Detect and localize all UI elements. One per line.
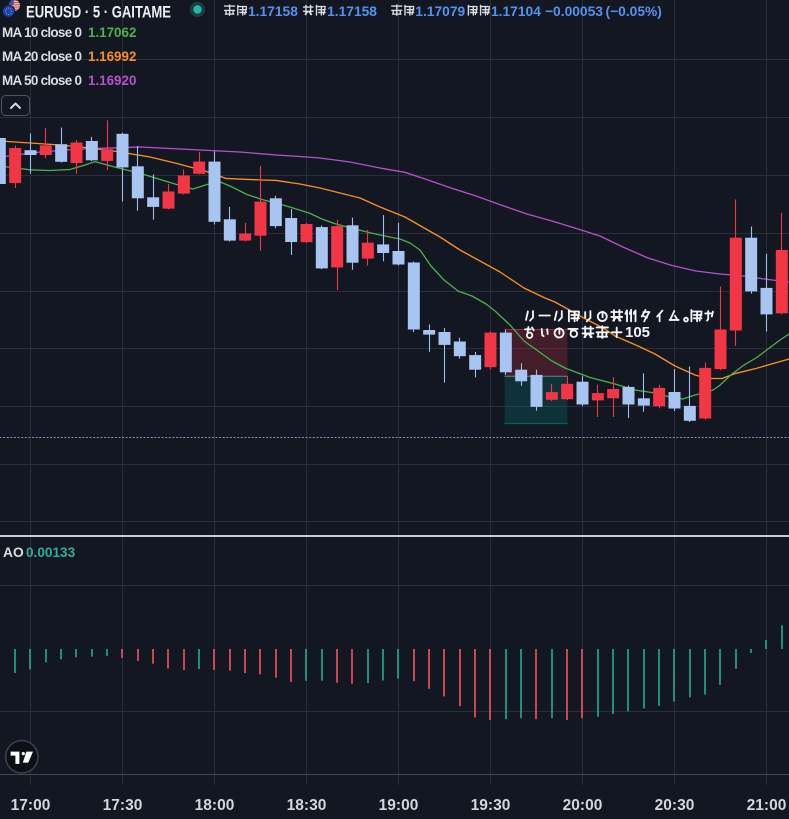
- svg-text:20:00: 20:00: [563, 797, 603, 814]
- svg-text:MA 20 close 0: MA 20 close 0: [2, 49, 82, 64]
- svg-text:0.00133: 0.00133: [26, 545, 76, 560]
- svg-text:18:00: 18:00: [195, 797, 235, 814]
- svg-text:EURUSD · 5 · GAITAME: EURUSD · 5 · GAITAME: [26, 4, 171, 22]
- svg-text:1.17158: 1.17158: [327, 4, 377, 19]
- svg-text:MA 10 close 0: MA 10 close 0: [2, 25, 82, 40]
- svg-text:18:30: 18:30: [287, 797, 327, 814]
- svg-text:17:00: 17:00: [11, 797, 51, 814]
- svg-text:21:00: 21:00: [747, 797, 787, 814]
- svg-text:1.17158: 1.17158: [248, 4, 298, 19]
- svg-text:20:30: 20:30: [655, 797, 695, 814]
- svg-text:1.16920: 1.16920: [88, 73, 136, 88]
- svg-text:1.16992: 1.16992: [88, 49, 136, 64]
- svg-text:(−0.05%): (−0.05%): [606, 4, 662, 19]
- svg-text:AO: AO: [3, 545, 24, 560]
- svg-text:17:30: 17:30: [103, 797, 143, 814]
- svg-text:105: 105: [625, 324, 650, 341]
- svg-text:1.17104: 1.17104: [491, 4, 541, 19]
- svg-text:MA 50 close 0: MA 50 close 0: [2, 73, 82, 88]
- svg-text:19:30: 19:30: [471, 797, 511, 814]
- svg-text:19:00: 19:00: [379, 797, 419, 814]
- svg-text:1.17062: 1.17062: [88, 25, 136, 40]
- svg-text:−0.00053: −0.00053: [545, 4, 603, 19]
- svg-text:1.17079: 1.17079: [415, 4, 465, 19]
